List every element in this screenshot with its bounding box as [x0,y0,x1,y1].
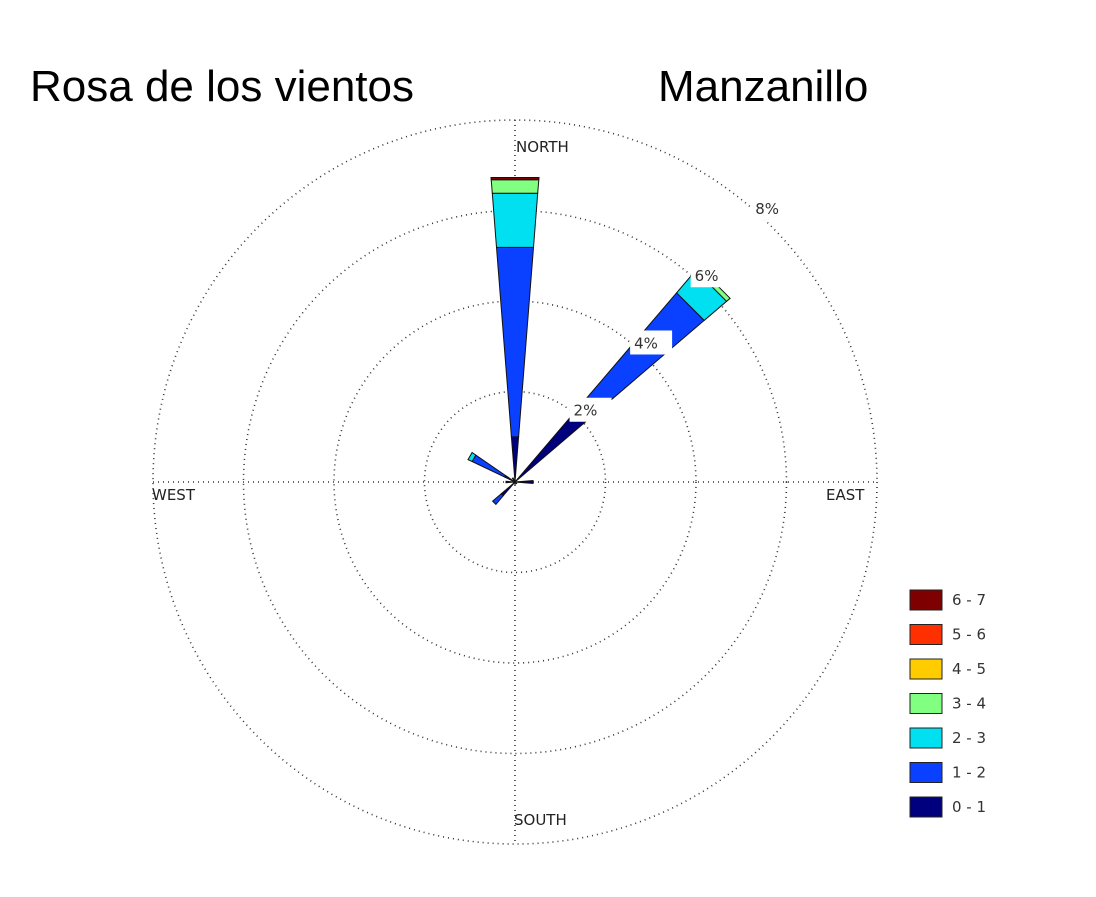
ring-label-bg-1 [569,397,612,422]
ring-label-bg-3 [690,263,733,288]
grid-ring-3 [242,209,788,755]
speed-legend: 6 - 7 5 - 6 4 - 5 3 - 4 2 - 3 1 - 2 0 - 1 [909,589,986,818]
legend-label-4: 2 - 3 [952,729,986,747]
legend-swatch-3 [909,693,943,714]
petal-225-bin-1 [491,493,504,506]
petal-270-bin-0 [505,480,516,484]
legend-label-6: 0 - 1 [952,798,986,816]
petal-330-bin-0 [511,477,516,483]
chart-title: Rosa de los vientos [30,62,414,111]
petal-90-bin-0 [514,480,534,484]
petal-0-bin-6 [490,177,540,181]
petal-0-bin-2 [491,192,539,248]
petal-0-bin-0 [510,436,520,483]
ring-label-3: 6% [695,267,719,285]
ring-label-4: 8% [755,200,779,218]
legend-label-3: 3 - 4 [952,695,986,713]
petal-225-bin-0 [500,481,516,497]
petal-45-bin-0 [514,410,587,483]
east-label: EAST [826,486,865,504]
wind-petals [467,177,731,506]
ring-labels: 2% 4% 6% 8% [569,195,794,422]
ring-label-2: 4% [634,334,658,352]
chart-subtitle: Manzanillo [658,62,868,111]
legend-label-5: 1 - 2 [952,764,986,782]
ring-label-bg-4 [751,195,794,220]
legend-swatch-6 [909,796,943,818]
ring-label-bg-2 [630,330,673,355]
petal-0-bin-1 [495,246,535,438]
legend-swatch-1 [909,624,943,645]
legend-label-1: 5 - 6 [952,626,986,644]
legend-swatch-5 [909,762,943,783]
petal-0-bin-3 [490,179,540,194]
petal-300-bin-1 [471,454,507,478]
legend-swatch-0 [909,589,943,611]
legend-swatch-4 [909,727,943,749]
west-label: WEST [152,486,196,504]
north-label: NORTH [516,138,569,156]
legend-label-2: 4 - 5 [952,660,986,678]
south-label: SOUTH [514,811,567,829]
legend-label-0: 6 - 7 [952,591,986,609]
legend-swatch-2 [909,658,943,680]
ring-label-1: 2% [574,402,598,420]
petal-300-bin-2 [467,451,477,463]
grid-ring-2 [333,300,697,664]
